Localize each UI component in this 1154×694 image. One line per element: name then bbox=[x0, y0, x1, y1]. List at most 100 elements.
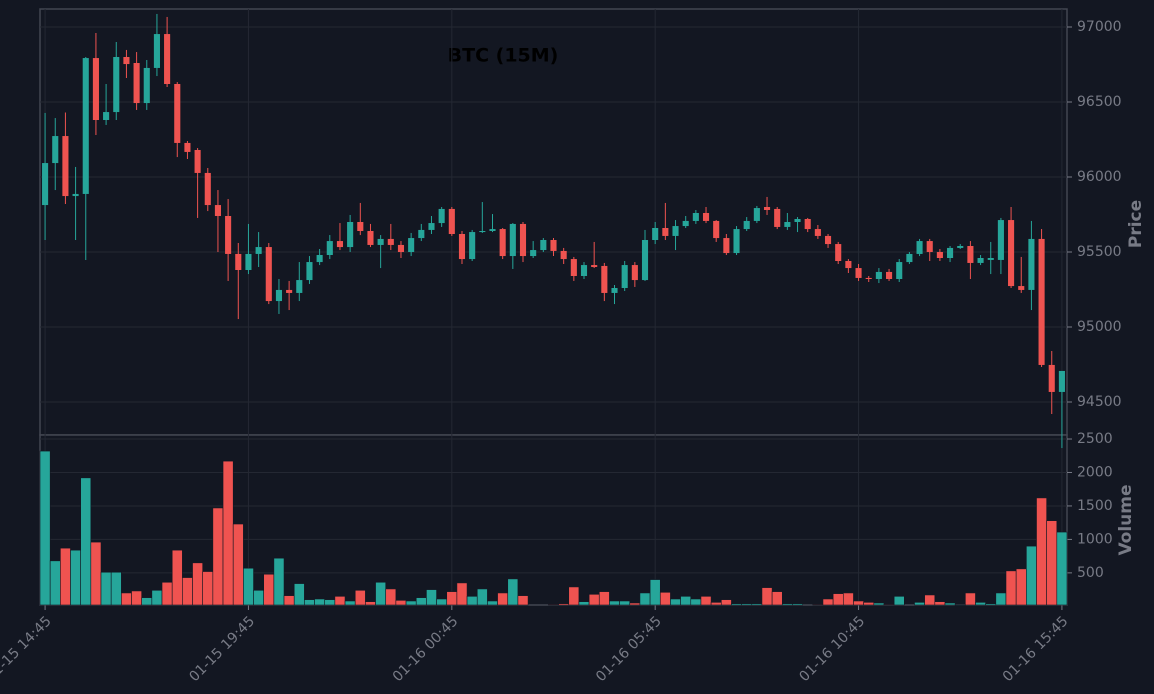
volume-bar bbox=[283, 595, 295, 606]
volume-bar bbox=[426, 589, 437, 606]
candle-body bbox=[479, 231, 486, 233]
candle-body bbox=[286, 289, 293, 293]
volume-bar bbox=[507, 578, 519, 606]
candle-body bbox=[1058, 370, 1065, 392]
candle-body bbox=[652, 228, 659, 240]
candle-body bbox=[255, 247, 262, 254]
y-tick-label: 94500 bbox=[1077, 394, 1122, 410]
candle-body bbox=[214, 205, 221, 216]
volume-bar bbox=[415, 597, 427, 606]
volume-bar bbox=[304, 599, 315, 606]
volume-bar bbox=[70, 549, 81, 606]
volume-bar bbox=[466, 595, 478, 606]
candle-body bbox=[997, 220, 1004, 260]
candle-body bbox=[489, 229, 496, 231]
volume-bar bbox=[212, 507, 224, 606]
candle-body bbox=[184, 142, 191, 152]
candle-body bbox=[164, 34, 171, 84]
volume-bar bbox=[853, 600, 864, 606]
volume-bar bbox=[436, 598, 448, 606]
volume-bar bbox=[110, 571, 122, 606]
candle-body bbox=[611, 288, 618, 293]
candle-body bbox=[448, 208, 455, 234]
candle-body bbox=[408, 238, 415, 252]
volume-bar bbox=[121, 592, 132, 606]
candle-body bbox=[855, 268, 862, 278]
candle-body bbox=[458, 234, 466, 260]
candle-body bbox=[713, 220, 720, 239]
volume-bar bbox=[497, 592, 509, 606]
volume-bar bbox=[395, 600, 407, 606]
candle-body bbox=[519, 223, 527, 257]
candle-body bbox=[387, 238, 394, 245]
candle-body bbox=[875, 271, 882, 279]
volume-bar bbox=[934, 601, 946, 606]
candle-body bbox=[62, 136, 69, 197]
volume-bar bbox=[863, 602, 875, 606]
candle-body bbox=[52, 136, 59, 164]
volume-bar bbox=[578, 601, 590, 606]
candle-body bbox=[428, 223, 435, 230]
volume-bar bbox=[405, 600, 417, 606]
volume-bar bbox=[131, 590, 142, 606]
volume-bar bbox=[781, 603, 793, 606]
volume-bar bbox=[924, 594, 936, 606]
volume-bar bbox=[375, 581, 387, 606]
candle-body bbox=[753, 208, 760, 221]
volume-bar bbox=[202, 571, 214, 606]
volume-bar bbox=[649, 579, 661, 606]
volume-bar bbox=[985, 603, 997, 606]
y-tick-label: 97000 bbox=[1077, 19, 1122, 35]
candle-body bbox=[631, 265, 638, 281]
volume-bar bbox=[812, 604, 824, 606]
volume-bar bbox=[517, 595, 529, 606]
volume-bar bbox=[243, 567, 254, 606]
candle-body bbox=[774, 208, 781, 227]
volume-bar bbox=[1056, 531, 1068, 606]
candle-body bbox=[153, 34, 160, 68]
candle-body bbox=[133, 63, 140, 104]
volume-bar bbox=[995, 592, 1007, 606]
volume-bar bbox=[944, 602, 956, 606]
y-axis-label: Price bbox=[1126, 200, 1146, 248]
y-tick-label: 96500 bbox=[1077, 94, 1122, 110]
volume-bar bbox=[914, 602, 925, 606]
y-tick-label: 95000 bbox=[1077, 319, 1122, 335]
candle-body bbox=[357, 222, 364, 231]
volume-bar bbox=[965, 592, 976, 606]
volume-bar bbox=[1026, 545, 1037, 606]
x-tick-label: 01-16 15:45 bbox=[1000, 613, 1072, 685]
volume-bar bbox=[731, 603, 742, 606]
candle-body bbox=[1048, 364, 1055, 392]
candle-body bbox=[1028, 238, 1035, 290]
candle-body bbox=[1008, 220, 1015, 287]
x-tick-label: 01-15 14:45 bbox=[0, 613, 55, 685]
volume-bar bbox=[975, 602, 986, 606]
volume-bar bbox=[751, 603, 763, 606]
candle-body bbox=[987, 258, 994, 260]
volume-bar bbox=[182, 577, 193, 606]
candle-body bbox=[194, 150, 201, 173]
volume-bar bbox=[273, 557, 285, 606]
candle-body bbox=[235, 253, 242, 270]
volume-tick-label: 1500 bbox=[1077, 498, 1113, 514]
candle-body bbox=[926, 241, 933, 252]
candle-body bbox=[306, 262, 313, 281]
volume-bar bbox=[232, 523, 244, 606]
volume-bar bbox=[446, 591, 458, 606]
candle-body bbox=[580, 265, 588, 276]
volume-bar bbox=[253, 589, 265, 606]
candle-body bbox=[560, 250, 567, 260]
candle-body bbox=[143, 67, 150, 104]
y-tick-label: 95500 bbox=[1077, 244, 1122, 260]
candle-body bbox=[906, 253, 913, 263]
volume-bar bbox=[741, 603, 753, 606]
volume-bar bbox=[39, 450, 51, 606]
candle-body bbox=[275, 289, 283, 302]
candle-body bbox=[814, 229, 821, 236]
volume-bar bbox=[680, 595, 692, 606]
candle-body bbox=[397, 244, 405, 252]
chart-title: BTC (15M) bbox=[448, 45, 559, 67]
volume-bar bbox=[700, 595, 712, 606]
